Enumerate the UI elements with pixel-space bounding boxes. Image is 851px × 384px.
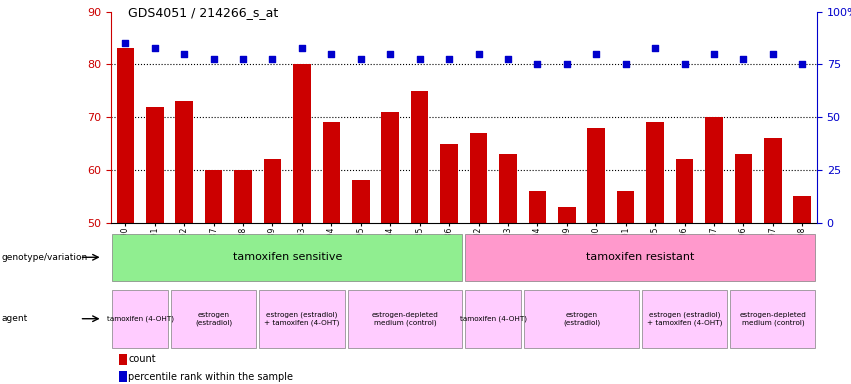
Point	[237, 56, 250, 62]
Point	[354, 56, 368, 62]
Point	[207, 56, 220, 62]
Bar	[705, 117, 722, 223]
Point	[766, 51, 780, 57]
Text: GDS4051 / 214266_s_at: GDS4051 / 214266_s_at	[128, 6, 278, 19]
Point	[413, 56, 426, 62]
Bar	[352, 180, 369, 223]
Text: tamoxifen (4-OHT): tamoxifen (4-OHT)	[460, 316, 527, 322]
Bar	[119, 354, 127, 365]
Bar	[587, 127, 605, 223]
Text: estrogen-depleted
medium (control): estrogen-depleted medium (control)	[372, 312, 438, 326]
Point	[295, 45, 309, 51]
Point	[266, 56, 279, 62]
Bar	[734, 154, 752, 223]
Bar	[465, 290, 521, 348]
Bar	[119, 371, 127, 382]
Point	[648, 45, 662, 51]
Text: estrogen
(estradiol): estrogen (estradiol)	[195, 312, 232, 326]
Text: tamoxifen resistant: tamoxifen resistant	[586, 252, 694, 262]
Text: estrogen
(estradiol): estrogen (estradiol)	[563, 312, 600, 326]
Point	[148, 45, 162, 51]
Bar	[465, 234, 815, 281]
Bar	[381, 112, 399, 223]
Bar	[175, 101, 193, 223]
Bar	[524, 290, 639, 348]
Text: agent: agent	[2, 314, 28, 323]
Bar	[411, 91, 428, 223]
Text: tamoxifen sensitive: tamoxifen sensitive	[232, 252, 342, 262]
Bar	[293, 64, 311, 223]
Bar	[646, 122, 664, 223]
Bar	[764, 138, 781, 223]
Text: tamoxifen (4-OHT): tamoxifen (4-OHT)	[106, 316, 174, 322]
Bar	[264, 159, 282, 223]
Bar	[558, 207, 575, 223]
Bar	[260, 290, 345, 348]
Bar	[117, 48, 134, 223]
Point	[471, 51, 485, 57]
Bar	[730, 290, 815, 348]
Point	[677, 61, 691, 67]
Point	[530, 61, 544, 67]
Text: estrogen (estradiol)
+ tamoxifen (4-OHT): estrogen (estradiol) + tamoxifen (4-OHT)	[265, 311, 340, 326]
Point	[560, 61, 574, 67]
Bar	[642, 290, 728, 348]
Point	[619, 61, 632, 67]
Bar	[793, 196, 811, 223]
Point	[177, 51, 191, 57]
Point	[443, 56, 456, 62]
Text: estrogen-depleted
medium (control): estrogen-depleted medium (control)	[740, 312, 806, 326]
Bar	[528, 191, 546, 223]
Point	[707, 51, 721, 57]
Bar	[470, 133, 488, 223]
Text: genotype/variation: genotype/variation	[2, 253, 88, 262]
Point	[590, 51, 603, 57]
Bar	[112, 234, 462, 281]
Bar	[676, 159, 694, 223]
Text: count: count	[129, 354, 156, 364]
Bar	[171, 290, 256, 348]
Point	[501, 56, 515, 62]
Bar	[617, 191, 635, 223]
Bar	[323, 122, 340, 223]
Point	[796, 61, 809, 67]
Bar	[347, 290, 462, 348]
Point	[384, 51, 397, 57]
Bar	[146, 106, 163, 223]
Bar	[205, 170, 222, 223]
Bar	[440, 144, 458, 223]
Text: percentile rank within the sample: percentile rank within the sample	[129, 372, 294, 382]
Point	[737, 56, 751, 62]
Text: estrogen (estradiol)
+ tamoxifen (4-OHT): estrogen (estradiol) + tamoxifen (4-OHT)	[647, 311, 722, 326]
Bar	[234, 170, 252, 223]
Bar	[112, 290, 168, 348]
Bar	[499, 154, 517, 223]
Point	[324, 51, 338, 57]
Point	[118, 40, 132, 46]
